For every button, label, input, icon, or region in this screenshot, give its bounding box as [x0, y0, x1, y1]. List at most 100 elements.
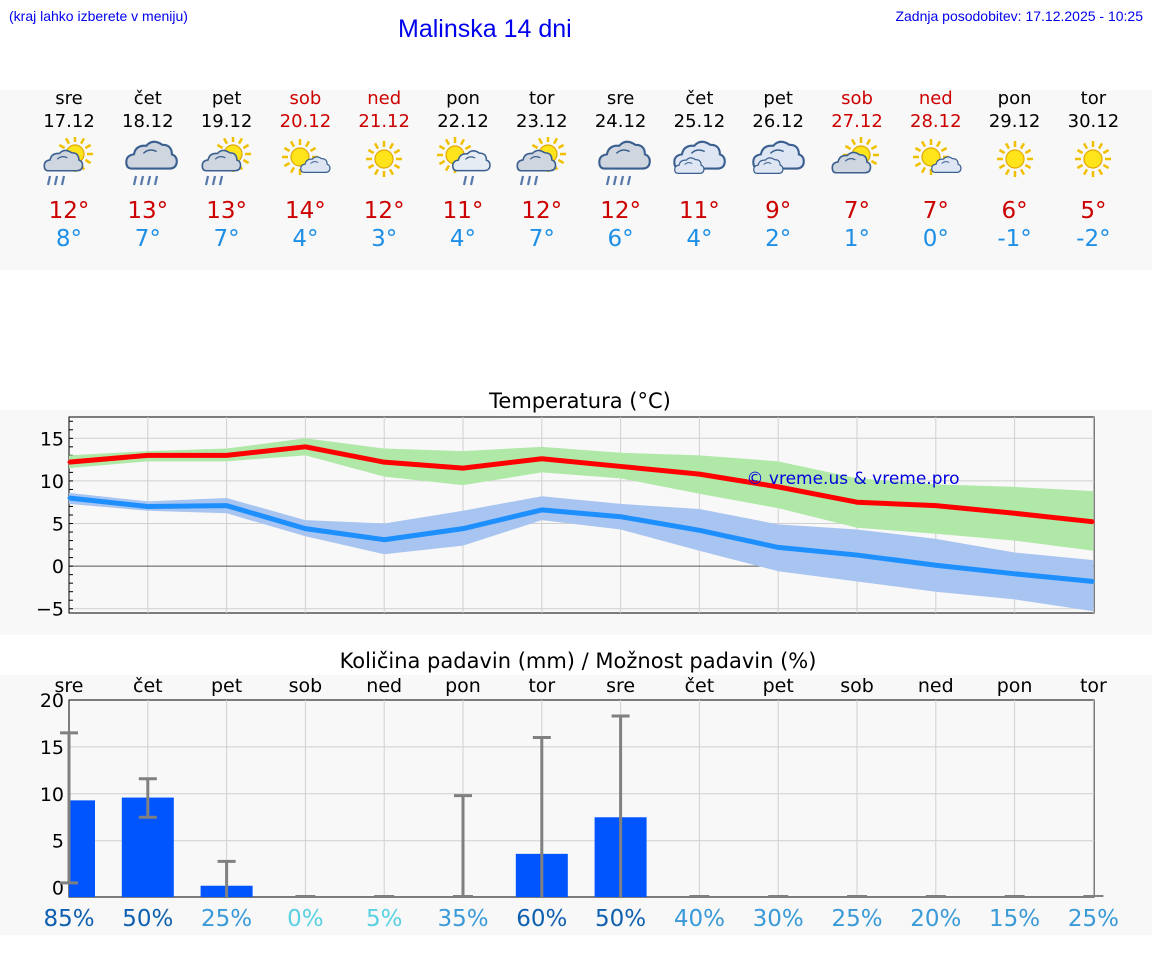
precip-chart-title: Količina padavin (mm) / Možnost padavin … [340, 649, 817, 673]
day-date: 27.12 [831, 111, 883, 132]
cloudy-icon [669, 137, 729, 197]
min-temp-point [303, 527, 307, 531]
max-temp-line [68, 444, 1094, 525]
max-temp-point [225, 453, 229, 457]
precip-day-label: sre [606, 675, 635, 697]
day-date: 21.12 [358, 111, 410, 132]
day-weekday: pon [997, 88, 1032, 109]
precip-probability: 20% [910, 906, 961, 932]
precip-probability: 25% [201, 906, 252, 932]
max-temp-point [619, 464, 623, 468]
min-temp-point [67, 496, 71, 500]
sun-cloud-rain-icon [512, 136, 572, 197]
temp-chart-title: Temperatura (°C) [488, 389, 671, 413]
temp-max: 12° [363, 198, 405, 224]
day-weekday: čet [133, 88, 162, 109]
day-weekday: ned [918, 88, 953, 109]
precip-probability: 30% [753, 906, 804, 932]
max-temp-point [1013, 511, 1017, 515]
day-weekday: pet [211, 88, 242, 109]
max-temp-band [69, 438, 1094, 551]
sun-small-cloud-icon [906, 137, 966, 197]
max-temp-point [934, 504, 938, 508]
day-date: 26.12 [752, 111, 804, 132]
temp-max: 7° [922, 198, 949, 224]
precip-probability: 0% [287, 906, 324, 932]
day-weekday: ned [367, 88, 402, 109]
min-temp-point [461, 527, 465, 531]
day-weekday: sre [55, 88, 83, 109]
max-temp-point [855, 500, 859, 504]
day-date: 23.12 [516, 111, 568, 132]
precip-probability: 60% [516, 906, 567, 932]
temp-min: 1° [843, 226, 871, 252]
min-temp-point [540, 508, 544, 512]
max-temp-point [67, 460, 71, 464]
max-temp-point [697, 472, 701, 476]
precip-probability: 35% [437, 906, 488, 932]
day-date: 22.12 [437, 111, 489, 132]
max-temp-point [1091, 520, 1095, 524]
y-tick-label: 0 [52, 556, 64, 578]
min-temp-point [934, 563, 938, 567]
y-tick-label: 20 [40, 690, 64, 712]
watermark: © vreme.us & vreme.pro [746, 469, 959, 489]
max-temp-point [461, 466, 465, 470]
y-tick-label: 5 [52, 514, 64, 536]
day-weekday: tor [529, 88, 555, 109]
day-date: 30.12 [1067, 111, 1120, 132]
precip-probability: 85% [43, 906, 94, 932]
temp-min: 4° [449, 226, 477, 252]
precip-probability: 50% [122, 906, 173, 932]
max-temp-point [540, 457, 544, 461]
min-temp-point [776, 545, 780, 549]
day-date: 20.12 [279, 111, 332, 132]
temp-min: 4° [292, 226, 319, 252]
temp-max: 13° [206, 198, 247, 224]
last-update: Zadnja posodobitev: 17.12.2025 - 10:25 [895, 8, 1143, 24]
temp-max: 13° [127, 198, 169, 224]
day-weekday: tor [1080, 88, 1107, 109]
sun-cloud-rain-icon [39, 136, 99, 197]
cloudy-icon [748, 137, 808, 197]
min-temp-point [382, 538, 386, 542]
precip-day-label: sob [289, 675, 323, 697]
precip-probability: 40% [674, 906, 725, 932]
precip-day-label: ned [918, 675, 954, 697]
min-temp-point [697, 528, 701, 532]
precip-day-label: čet [685, 675, 715, 697]
day-date: 28.12 [910, 111, 962, 132]
y-tick-label: 10 [40, 784, 64, 806]
min-temp-line [68, 495, 1094, 584]
temp-min: 0° [922, 226, 949, 252]
temp-min: 7° [134, 226, 161, 252]
sun-small-cloud-icon [275, 137, 335, 197]
temp-max: 12° [521, 198, 563, 224]
precip-day-label: pet [211, 675, 242, 697]
temp-max: 11° [442, 198, 484, 224]
day-weekday: sre [606, 88, 635, 109]
min-temp-point [1091, 579, 1095, 583]
precip-day-label: tor [1080, 675, 1107, 697]
temp-min: 7° [213, 226, 240, 252]
sun-icon [985, 137, 1045, 197]
sun-icon [1063, 137, 1123, 197]
min-temp-point [1013, 572, 1017, 576]
precip-day-label: sre [55, 675, 84, 697]
max-temp-point [382, 460, 386, 464]
min-temp-point [225, 504, 229, 508]
temp-max: 12° [48, 198, 90, 224]
y-tick-label: −5 [36, 599, 64, 621]
temp-min: 2° [765, 226, 792, 252]
precip-day-label: pon [997, 675, 1033, 697]
min-temp-point [146, 504, 150, 508]
y-tick-label: 15 [40, 737, 64, 759]
day-date: 25.12 [673, 111, 726, 132]
precip-day-label: čet [133, 675, 163, 697]
temp-min: 3° [371, 226, 398, 252]
day-date: 18.12 [122, 111, 174, 132]
y-tick-label: 5 [52, 831, 64, 853]
cloud-rain-icon [118, 137, 178, 197]
temp-max: 11° [679, 198, 720, 224]
day-date: 29.12 [988, 111, 1041, 132]
